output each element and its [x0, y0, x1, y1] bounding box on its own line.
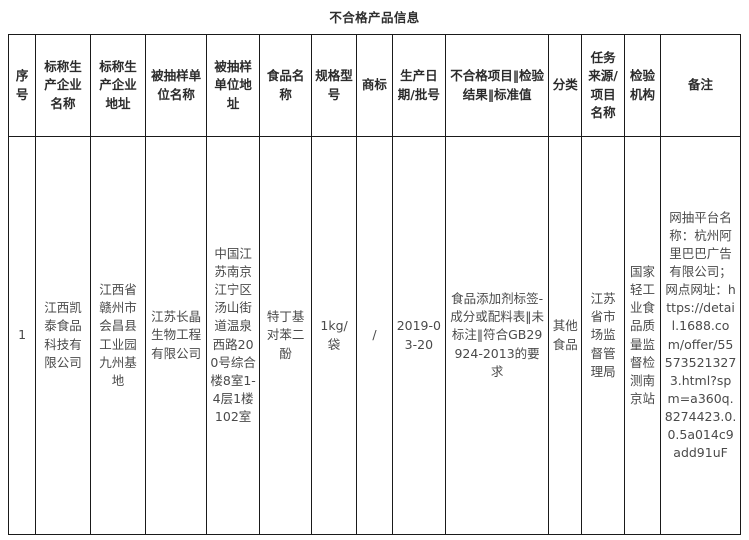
cell-specification: 1kg/袋: [310, 136, 358, 535]
column-header-index: 序号: [7, 34, 37, 137]
column-header-task-source: 任务来源/项目名称: [581, 34, 625, 137]
table-header-row: 序号 标称生产企业名称 标称生产企业地址 被抽样单位名称 被抽样单位地址 食品名…: [7, 34, 741, 137]
cell-index: 1: [7, 136, 37, 535]
unqualified-products-table: 序号 标称生产企业名称 标称生产企业地址 被抽样单位名称 被抽样单位地址 食品名…: [7, 34, 741, 535]
table-row: 1 江西凯泰食品科技有限公司 江西省赣州市会昌县工业园九州基地 江苏长晶生物工程…: [7, 136, 741, 535]
cell-production-date: 2019-03-20: [391, 136, 447, 535]
cell-failed-items: 食品添加剂标签-成分或配料表‖未标注‖符合GB29924-2013的要求: [445, 136, 550, 535]
column-header-specification: 规格型号: [310, 34, 358, 137]
column-header-trademark: 商标: [356, 34, 393, 137]
column-header-failed-items: 不合格项目‖检验结果‖标准值: [445, 34, 550, 137]
column-header-food-name: 食品名称: [259, 34, 312, 137]
cell-manufacturer-name: 江西凯泰食品科技有限公司: [35, 136, 91, 535]
column-header-manufacturer-name: 标称生产企业名称: [35, 34, 91, 137]
column-header-sampled-unit-address: 被抽样单位地址: [205, 34, 261, 137]
column-header-inspection-agency: 检验机构: [623, 34, 662, 137]
column-header-sampled-unit-name: 被抽样单位名称: [145, 34, 207, 137]
page-title: 不合格产品信息: [329, 10, 420, 25]
cell-task-source: 江苏省市场监督管理局: [581, 136, 625, 535]
cell-category: 其他食品: [548, 136, 583, 535]
cell-remarks: 网抽平台名称：杭州阿里巴巴广告有限公司；网点网址：https://detail.…: [660, 136, 741, 535]
cell-food-name: 特丁基对苯二酚: [259, 136, 312, 535]
cell-trademark: /: [356, 136, 393, 535]
cell-sampled-unit-address: 中国江苏南京江宁区汤山街道温泉西路200号综合楼8室1-4层1楼102室: [205, 136, 261, 535]
column-header-category: 分类: [548, 34, 583, 137]
column-header-production-date: 生产日期/批号: [391, 34, 447, 137]
column-header-remarks: 备注: [660, 34, 741, 137]
cell-sampled-unit-name: 江苏长晶生物工程有限公司: [145, 136, 207, 535]
cell-inspection-agency: 国家轻工业食品质量监督检测南京站: [623, 136, 662, 535]
cell-manufacturer-address: 江西省赣州市会昌县工业园九州基地: [89, 136, 147, 535]
column-header-manufacturer-address: 标称生产企业地址: [89, 34, 147, 137]
